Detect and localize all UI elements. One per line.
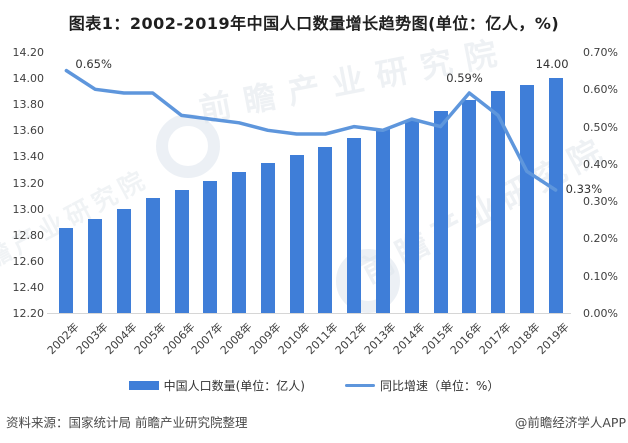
y-axis-left-tick: 13.40 xyxy=(12,150,45,164)
chart-title: 图表1：2002-2019年中国人口数量增长趋势图(单位：亿人，%) xyxy=(68,14,560,33)
y-axis-right-tick: 0.20% xyxy=(583,232,618,246)
population-bar xyxy=(462,100,477,313)
y-axis-right-tick: 0.10% xyxy=(583,269,618,283)
x-axis-label: 2019年 xyxy=(534,320,572,358)
y-axis-right-tick: 0.00% xyxy=(583,307,618,320)
x-axis-label: 2018年 xyxy=(505,320,543,358)
legend-label-growth: 同比增速（单位：%） xyxy=(379,379,500,393)
population-bar xyxy=(174,190,189,313)
population-bar xyxy=(260,162,275,313)
y-axis-left-tick: 12.60 xyxy=(12,254,45,268)
y-axis-right-tick: 0.70% xyxy=(583,46,618,59)
x-axis-line xyxy=(47,313,571,314)
population-bar xyxy=(145,198,160,313)
credit-note: @前瞻经济学人APP xyxy=(514,415,626,430)
y-axis-left-tick: 14.20 xyxy=(12,46,45,59)
x-axis-label: 2008年 xyxy=(217,320,255,358)
data-label: 0.59% xyxy=(446,71,483,85)
population-bar xyxy=(375,128,390,313)
population-bar xyxy=(289,155,304,313)
source-note: 资料来源：国家统计局 前瞻产业研究院整理 xyxy=(6,415,248,430)
population-bar xyxy=(347,138,362,313)
population-bar xyxy=(232,172,247,313)
y-axis-left-tick: 12.80 xyxy=(12,228,45,242)
population-bar xyxy=(519,84,534,313)
x-axis-label: 2002年 xyxy=(45,320,82,358)
population-bar xyxy=(88,219,103,313)
legend-item-growth: 同比增速（单位：%） xyxy=(344,377,500,394)
population-bar xyxy=(318,147,333,313)
x-axis-label: 2009年 xyxy=(246,320,284,358)
legend: 中国人口数量(单位：亿人) 同比增速（单位：%） xyxy=(0,377,628,394)
growth-rate-polyline xyxy=(64,68,558,192)
data-label: 0.33% xyxy=(565,181,603,196)
x-axis-label: 2005年 xyxy=(131,320,169,358)
legend-item-population: 中国人口数量(单位：亿人) xyxy=(128,377,305,394)
y-axis-left-tick: 14.00 xyxy=(12,72,45,86)
x-axis-label: 2003年 xyxy=(74,320,111,358)
population-bar xyxy=(203,181,218,313)
y-axis-right-tick: 0.40% xyxy=(583,157,618,171)
population-bar xyxy=(116,208,131,313)
data-label: 0.65% xyxy=(75,56,112,71)
x-axis-label: 2004年 xyxy=(102,320,140,358)
y-axis-left-tick: 13.00 xyxy=(12,202,45,216)
footer: 资料来源：国家统计局 前瞻产业研究院整理 @前瞻经济学人APP xyxy=(6,412,626,431)
y-axis-right-tick: 0.50% xyxy=(583,120,618,134)
x-axis-label: 2017年 xyxy=(476,320,514,358)
population-bar xyxy=(433,110,448,313)
x-axis-label: 2012年 xyxy=(333,320,370,358)
bar-swatch-icon xyxy=(128,381,159,390)
y-axis-left-tick: 13.20 xyxy=(12,176,45,190)
data-label: 14.00 xyxy=(535,57,569,72)
population-bar xyxy=(59,228,74,313)
y-axis-right-tick: 0.60% xyxy=(583,83,618,97)
population-bar xyxy=(491,91,506,313)
population-bar xyxy=(404,119,419,313)
y-axis-left-tick: 12.20 xyxy=(12,307,45,320)
y-axis-left-tick: 13.60 xyxy=(12,124,45,138)
x-axis-label: 2014年 xyxy=(390,320,428,358)
y-axis-right-tick: 0.30% xyxy=(583,195,618,209)
population-bar xyxy=(548,78,563,313)
y-axis-left-tick: 12.40 xyxy=(12,280,45,294)
y-axis-left-tick: 13.80 xyxy=(12,98,45,112)
legend-label-population: 中国人口数量(单位：亿人) xyxy=(163,379,305,393)
line-swatch-icon xyxy=(344,383,375,388)
x-axis-label: 2013年 xyxy=(361,320,399,358)
